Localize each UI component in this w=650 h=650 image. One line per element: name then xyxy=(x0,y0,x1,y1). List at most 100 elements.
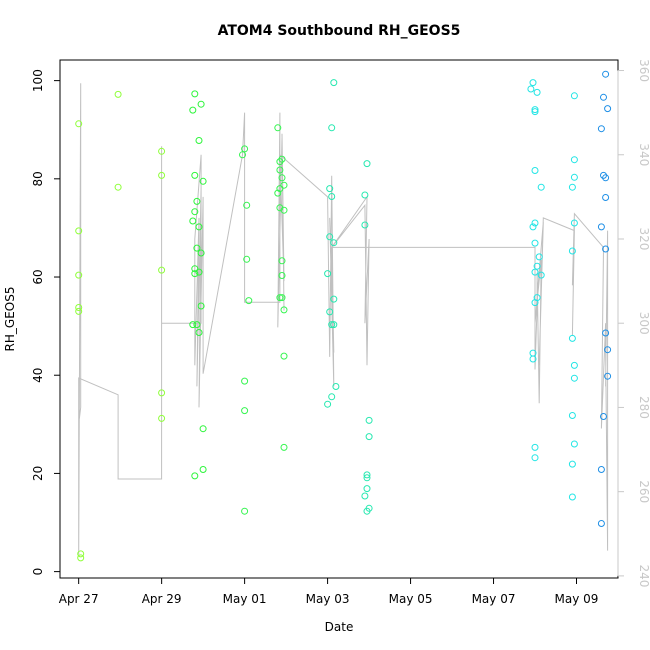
data-point xyxy=(195,268,203,276)
data-point xyxy=(602,70,610,78)
data-point xyxy=(570,374,578,382)
data-point xyxy=(241,407,249,415)
data-point xyxy=(570,156,578,164)
data-point xyxy=(570,440,578,448)
x-tick-label: Apr 29 xyxy=(142,592,182,606)
points-layer xyxy=(75,70,612,562)
data-point xyxy=(568,247,576,255)
data-point xyxy=(531,268,539,276)
data-point xyxy=(568,183,576,191)
data-point xyxy=(75,227,83,235)
data-point xyxy=(195,329,203,336)
data-point xyxy=(191,472,199,480)
data-point xyxy=(191,90,199,98)
data-point xyxy=(197,249,205,257)
data-point xyxy=(604,372,612,380)
data-point xyxy=(193,321,201,329)
data-point xyxy=(326,185,334,193)
data-point xyxy=(75,304,83,311)
chart-title: ATOM4 Southbound RH_GEOS5 xyxy=(218,23,461,39)
data-point xyxy=(75,120,83,128)
data-point xyxy=(529,355,537,363)
data-point xyxy=(597,520,605,527)
data-point xyxy=(602,245,610,253)
data-point xyxy=(274,189,282,197)
data-point xyxy=(330,295,338,303)
data-point xyxy=(189,106,197,114)
data-point xyxy=(531,219,539,227)
data-point xyxy=(197,100,205,108)
data-point xyxy=(537,183,545,191)
secondary-axis-line xyxy=(78,83,609,555)
data-point xyxy=(568,412,576,419)
data-point xyxy=(529,223,537,231)
y2-axis: 240 260 280 300 320 340 360 xyxy=(617,59,650,587)
y-tick-label: 40 xyxy=(31,368,45,383)
data-point xyxy=(158,266,166,274)
data-point xyxy=(191,208,199,216)
y2-tick-label: 280 xyxy=(637,396,650,419)
data-point xyxy=(330,79,338,87)
x-tick-label: May 05 xyxy=(389,592,433,606)
x-tick-label: Apr 27 xyxy=(59,592,99,606)
data-point xyxy=(531,443,539,451)
data-point xyxy=(363,471,371,479)
data-point xyxy=(570,219,578,227)
data-point xyxy=(241,377,249,385)
data-point xyxy=(568,460,576,468)
data-point xyxy=(568,334,576,342)
data-point xyxy=(189,217,197,225)
data-point xyxy=(363,507,371,515)
data-point xyxy=(600,413,607,420)
data-point xyxy=(533,88,541,96)
data-point xyxy=(77,554,85,562)
data-point xyxy=(365,416,373,424)
x-tick-label: May 09 xyxy=(555,592,599,606)
y2-tick-label: 340 xyxy=(637,143,650,166)
data-point xyxy=(75,307,83,315)
data-point xyxy=(531,454,539,462)
data-point xyxy=(600,93,607,101)
x-tick-label: May 01 xyxy=(223,592,267,606)
data-point xyxy=(199,425,207,433)
data-point xyxy=(276,294,284,302)
data-point xyxy=(570,173,578,181)
data-point xyxy=(276,166,284,174)
data-point xyxy=(114,90,122,98)
data-point xyxy=(363,160,371,168)
data-point xyxy=(193,244,201,252)
y-tick-label: 100 xyxy=(31,69,45,92)
data-point xyxy=(197,302,205,310)
y-axis-label: RH_GEOS5 xyxy=(3,287,17,352)
data-point xyxy=(278,272,286,279)
data-point xyxy=(239,151,246,159)
data-point xyxy=(158,147,166,155)
data-point xyxy=(158,389,166,397)
secondary-line-layer xyxy=(78,83,609,555)
data-point xyxy=(570,361,578,369)
data-point xyxy=(332,383,340,390)
data-point xyxy=(531,108,539,116)
y-tick-label: 80 xyxy=(31,171,45,186)
data-point xyxy=(324,270,332,278)
data-point xyxy=(77,550,85,558)
data-point xyxy=(245,297,253,305)
y2-tick-label: 320 xyxy=(637,228,650,251)
data-point xyxy=(191,270,199,278)
data-point xyxy=(568,493,576,501)
data-point xyxy=(529,79,537,87)
y2-tick-label: 240 xyxy=(637,564,650,587)
data-point xyxy=(604,346,612,354)
data-point xyxy=(597,223,605,231)
data-point xyxy=(537,271,545,279)
data-point xyxy=(191,171,199,179)
data-point xyxy=(114,183,122,191)
data-point xyxy=(328,393,336,401)
data-point xyxy=(324,400,332,408)
data-point xyxy=(191,265,199,273)
y2-tick-label: 360 xyxy=(637,59,650,82)
data-point xyxy=(274,124,282,132)
data-point xyxy=(602,174,610,182)
data-point xyxy=(241,145,249,153)
data-point xyxy=(361,191,369,199)
